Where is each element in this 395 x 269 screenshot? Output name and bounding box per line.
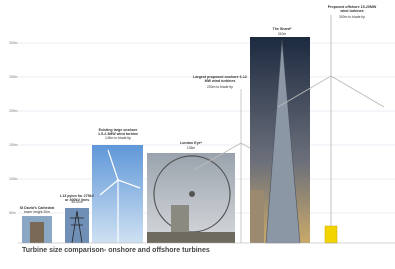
hub	[189, 191, 195, 197]
title: Turbine size comparison- onshore and off…	[22, 247, 210, 254]
building	[250, 190, 264, 243]
label: London Eye*	[180, 141, 203, 145]
height: 46-50m	[71, 200, 83, 204]
scale-label: 100m	[9, 177, 18, 181]
cathedral	[30, 222, 44, 243]
scale-label: 300m	[9, 41, 18, 45]
height: 135m	[187, 146, 196, 150]
scale-label: 150m	[9, 143, 18, 147]
label: The Shard*	[273, 27, 293, 31]
label-line: MW wind turbines	[205, 79, 236, 83]
height: 145m to blade tip	[105, 136, 131, 140]
height: 200m to blade tip	[207, 85, 233, 89]
scale-label: 200m	[9, 109, 18, 113]
height: tower height 30m	[24, 210, 50, 214]
river-bank	[147, 232, 235, 243]
height: 300m to blade tip	[339, 15, 365, 19]
london-eye-photo	[147, 153, 235, 243]
scale-label: 50m	[9, 211, 16, 215]
foundation	[325, 226, 337, 243]
height: 310m	[278, 32, 287, 36]
scale-label: 250m	[9, 75, 18, 79]
infographic: 300m 250m 200m 150m 100m 50m St David's …	[0, 0, 395, 269]
label-line: wind turbines	[339, 9, 363, 13]
